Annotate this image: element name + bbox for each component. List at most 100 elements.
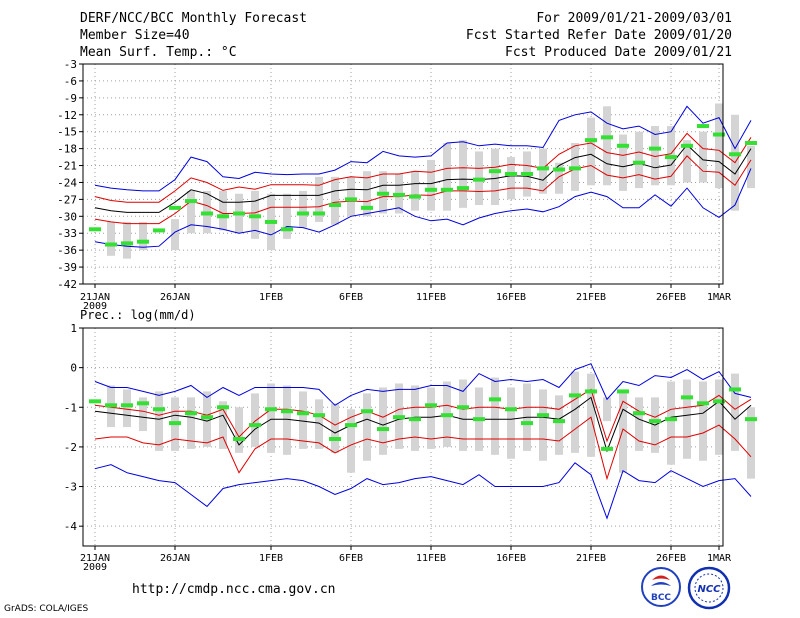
forecast-produced-date: Fcst Produced Date 2009/01/21 [505,45,732,60]
spread-box [491,148,499,206]
observed-marker [745,140,757,145]
y-tick-label: -18 [57,143,77,156]
observed-marker [425,187,437,192]
spread-box [283,193,291,239]
observed-marker [489,169,501,174]
observed-marker [633,411,645,416]
observed-marker [345,423,357,428]
x-tick-label: 16FEB [496,292,526,303]
observed-marker [121,403,133,408]
y-tick-label: -2 [64,441,77,454]
observed-marker [89,399,101,404]
series-ensemble-mean [94,396,752,453]
observed-marker [585,138,597,143]
observed-marker [265,219,277,224]
observed-marker [681,143,693,148]
bcc-logo-text: BCC [651,593,671,603]
x-tick-label: 21FEB [576,553,606,564]
observed-marker [617,143,629,148]
observed-marker [505,407,517,412]
x-year-label: 2009 [83,562,107,573]
spread-box [667,381,675,465]
chart-title: DERF/NCC/BCC Monthly Forecast [80,11,307,26]
observed-marker [681,395,693,400]
x-tick-label: 26JAN [160,292,190,303]
series-upper-spread [94,132,752,203]
ncc-logo: NCC [687,566,731,610]
spread-box [635,397,643,451]
spread-box [635,131,643,189]
observed-marker [457,186,469,191]
observed-marker [713,132,725,137]
observed-marker [537,413,549,418]
y-tick-label: -1 [64,401,77,414]
observed-marker [153,228,165,233]
plot-frame [82,63,724,285]
y-tick-label: 1 [70,322,77,335]
y-tick-label: -4 [64,520,78,533]
spread-box [123,389,131,428]
observed-marker [601,135,613,140]
observed-marker [745,417,757,422]
spread-box [187,397,195,449]
spread-box [283,385,291,455]
observed-marker [633,160,645,165]
variable-label: Mean Surf. Temp.: °C [80,45,237,60]
spread-box [539,148,547,194]
series-ensemble-max [94,105,752,192]
spread-box [507,157,515,200]
x-tick-label: 21JAN [80,292,110,303]
y-tick-label: -3 [64,481,77,494]
spread-box [187,190,195,234]
x-tick-label: 21FEB [576,292,606,303]
observed-marker [585,389,597,394]
y-tick-label: -6 [64,75,77,88]
observed-marker [233,436,245,441]
series-lower-spread [94,416,752,481]
x-tick-label: 16FEB [496,553,526,564]
observed-marker [153,407,165,412]
y-tick-label: -24 [57,176,77,189]
observed-marker [441,413,453,418]
chart-precipitation: 1 0 -1 -2 -3 -4 21JAN 26JAN 1FEB 6FEB 11FEB 16FEB 21… [64,308,757,573]
spread-box [715,379,723,455]
spread-box [427,387,435,449]
observed-marker [473,417,485,422]
observed-marker [713,399,725,404]
precip-title: Prec.: log(mm/d) [80,308,196,322]
observed-marker [313,413,325,418]
observed-marker [521,172,533,176]
observed-marker [185,411,197,416]
y-tick-label: -12 [57,109,77,122]
observed-marker [441,187,453,192]
y-tick-label: -42 [57,278,77,291]
observed-marker [169,205,181,210]
observed-marker [409,194,421,199]
observed-marker [297,211,309,216]
spread-box [219,190,227,231]
spread-box [715,103,723,189]
observed-marker [313,211,325,216]
observed-marker [393,192,405,197]
spread-box [267,383,275,453]
spread-box [171,219,179,251]
observed-marker [281,409,293,414]
spread-box [299,190,307,228]
spread-box [651,126,659,186]
observed-marker [569,393,581,398]
chart-temperature: -3-6-9-12-15-18-21-24-27-30-33-36-39-422… [57,58,757,312]
x-tick-label: 21JAN [80,553,110,564]
spread-box [443,142,451,211]
x-tick-label: 26FEB [656,553,686,564]
spread-box [331,176,339,225]
x-year-label: 2009 [83,301,107,312]
header-left: DERF/NCC/BCC Monthly Forecast Member Siz… [80,10,307,61]
spread-box [123,221,131,259]
x-tick-label: 6FEB [339,553,363,564]
x-tick-label: 11FEB [416,553,446,564]
observed-marker [649,146,661,151]
y-tick-label: -21 [57,160,77,173]
observed-marker [201,415,213,420]
spread-box [155,391,163,451]
